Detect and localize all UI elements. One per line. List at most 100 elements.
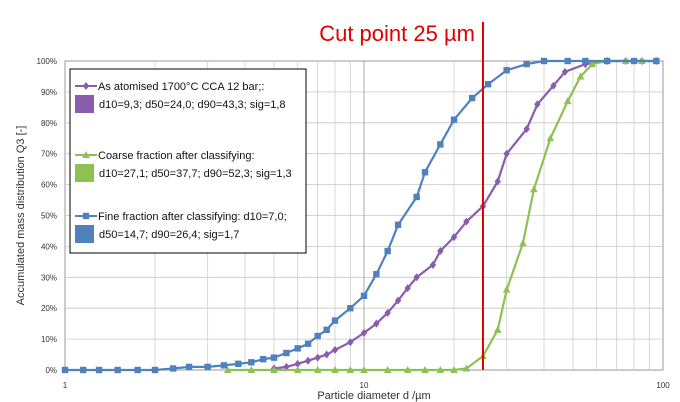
data-point xyxy=(413,273,420,282)
data-point xyxy=(462,364,471,372)
data-point xyxy=(360,328,368,337)
y-tick-label: 90% xyxy=(41,88,57,97)
data-point xyxy=(519,239,527,247)
series-layer xyxy=(61,57,661,374)
data-point xyxy=(169,365,177,372)
data-point xyxy=(248,359,255,366)
legend-entry-2: Coarse fraction after classifying: d10=27… xyxy=(75,150,292,182)
y-axis-title: Accumulated mass distribution Q3 [-] xyxy=(15,126,27,306)
legend-entry-1: As atomised 1700°C CCA 12 bar;: d10=9,3; … xyxy=(75,81,286,113)
data-point xyxy=(463,217,470,226)
data-point xyxy=(114,366,121,374)
data-point xyxy=(576,72,585,80)
x-tick-label: 100 xyxy=(656,381,670,390)
data-point xyxy=(61,366,69,374)
data-point xyxy=(484,80,492,88)
series-3 xyxy=(61,57,660,374)
data-point xyxy=(134,366,141,374)
data-point xyxy=(630,57,638,65)
data-point xyxy=(360,292,368,300)
data-point xyxy=(347,305,354,312)
legend-label: Coarse fraction after classifying: xyxy=(98,150,255,162)
y-tick-label: 80% xyxy=(41,119,57,128)
data-point xyxy=(450,366,458,373)
data-point xyxy=(450,233,458,242)
data-point xyxy=(404,284,411,293)
data-point xyxy=(373,319,380,328)
data-point xyxy=(493,325,502,333)
data-point xyxy=(403,366,412,373)
data-point xyxy=(421,169,429,176)
data-point xyxy=(82,151,90,158)
data-point xyxy=(293,366,302,373)
data-point xyxy=(384,247,391,255)
y-tick-label: 60% xyxy=(41,181,57,190)
data-point xyxy=(79,366,87,374)
legend-entry-3: Fine fraction after classifying: d10=7,0… xyxy=(75,211,287,243)
data-point xyxy=(550,81,557,90)
data-point xyxy=(270,366,278,373)
data-point xyxy=(151,366,159,374)
legend-label: Fine fraction after classifying: d10=7,0… xyxy=(98,211,287,223)
data-point xyxy=(270,354,278,361)
cut-point-label: Cut point 25 µm xyxy=(319,21,475,46)
data-point xyxy=(283,349,290,357)
data-point xyxy=(503,67,510,74)
data-point xyxy=(503,149,510,158)
data-point xyxy=(450,116,458,123)
data-point xyxy=(421,366,429,373)
y-tick-label: 20% xyxy=(41,304,57,313)
data-point xyxy=(331,366,339,373)
legend-box xyxy=(69,68,307,254)
legend: As atomised 1700°C CCA 12 bar;: d10=9,3; … xyxy=(69,68,307,254)
data-point xyxy=(347,338,354,347)
data-point xyxy=(294,345,301,352)
legend-swatch xyxy=(75,95,94,113)
data-point xyxy=(294,359,301,368)
data-point xyxy=(235,360,242,368)
y-tick-label: 30% xyxy=(41,273,57,282)
data-point xyxy=(582,57,589,65)
data-point xyxy=(436,366,445,373)
data-point xyxy=(220,362,228,369)
data-point xyxy=(429,260,437,269)
data-point xyxy=(546,134,555,142)
legend-label: d10=9,3; d50=24,0; d90=43,3; sig=1,8 xyxy=(99,99,286,111)
data-point xyxy=(523,124,530,133)
cut-point-annotation: Cut point 25 µm xyxy=(319,21,484,370)
data-point xyxy=(561,67,569,76)
data-point xyxy=(223,366,232,373)
data-point xyxy=(523,60,530,68)
data-point xyxy=(314,332,321,340)
data-point xyxy=(95,366,103,374)
data-point xyxy=(540,57,548,65)
data-point xyxy=(530,185,538,193)
data-point xyxy=(603,57,611,65)
data-point xyxy=(82,212,90,220)
data-point xyxy=(394,221,402,228)
legend-label: d10=27,1; d50=37,7; d90=52,3; sig=1,3 xyxy=(99,168,292,180)
data-point xyxy=(437,247,444,256)
legend-swatch xyxy=(75,225,94,243)
y-tick-label: 70% xyxy=(41,150,57,159)
legend-swatch xyxy=(75,164,94,182)
data-point xyxy=(314,353,321,362)
data-point xyxy=(204,363,211,371)
y-tick-label: 50% xyxy=(41,212,57,221)
data-point xyxy=(588,60,597,68)
x-tick-label: 1 xyxy=(63,381,68,390)
data-point xyxy=(383,366,392,373)
data-point xyxy=(468,94,476,102)
y-tick-label: 10% xyxy=(41,335,57,344)
series-1 xyxy=(270,57,660,373)
data-point xyxy=(313,366,322,373)
data-point xyxy=(563,97,572,105)
data-point xyxy=(247,366,256,373)
data-point xyxy=(502,285,511,293)
data-point xyxy=(373,271,380,278)
data-point xyxy=(534,100,541,109)
x-tick-label: 10 xyxy=(360,381,369,390)
data-point xyxy=(564,57,571,65)
x-axis-title: Particle diameter d /µm xyxy=(317,390,430,402)
